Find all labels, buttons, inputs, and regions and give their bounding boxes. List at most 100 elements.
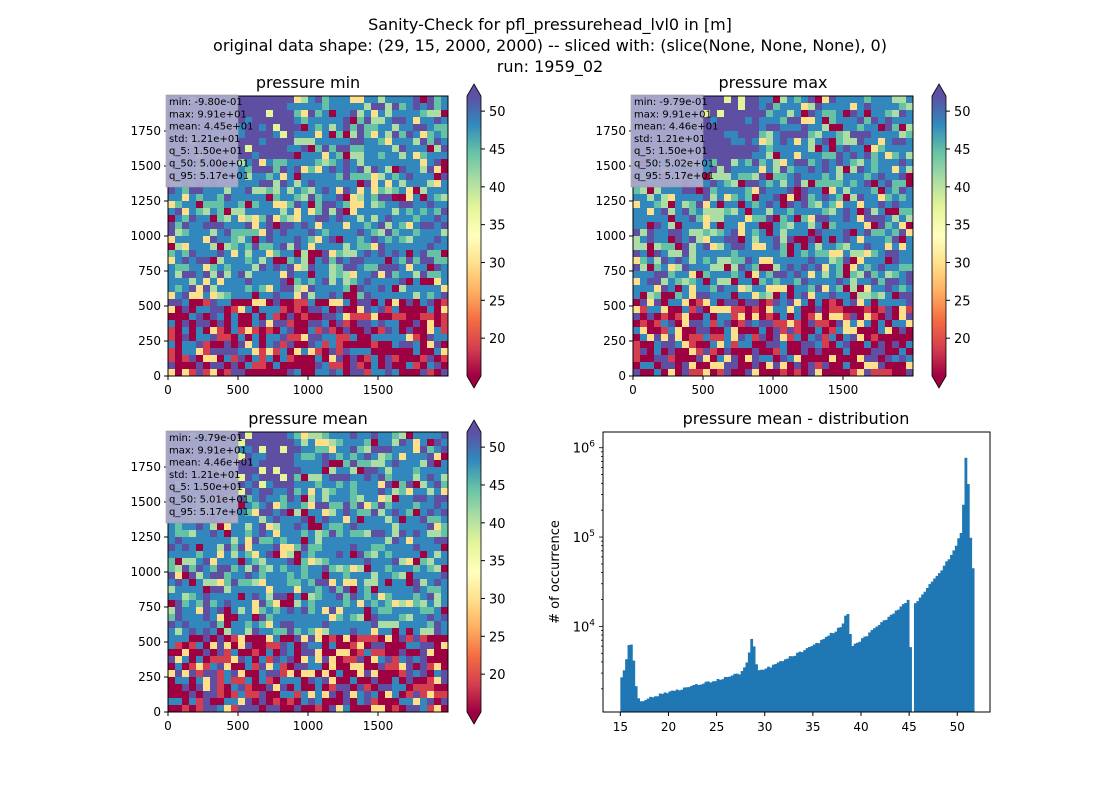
y-tick-label: 500	[138, 635, 161, 649]
histogram-frame	[602, 431, 991, 713]
histogram-y-tick-label: 106	[573, 440, 596, 457]
histogram-bar	[839, 627, 843, 712]
y-tick-label: 1750	[130, 124, 161, 138]
histogram-bar	[803, 650, 807, 712]
stats-line: q_5: 1.50e+01	[634, 146, 708, 157]
histogram-bar	[827, 635, 831, 712]
histogram-bar	[971, 568, 975, 712]
x-tick-label: 0	[164, 719, 172, 733]
histogram-bar	[892, 613, 896, 712]
histogram-bar	[781, 661, 785, 712]
histogram-bar	[812, 644, 816, 712]
y-tick-label: 1000	[130, 229, 161, 243]
stats-line: q_95: 5.17e+01	[169, 171, 249, 182]
y-tick-label: 750	[603, 264, 626, 278]
histogram-bar	[858, 641, 862, 712]
figure-title-line2: original data shape: (29, 15, 2000, 2000…	[213, 36, 887, 55]
histogram-bar	[796, 652, 799, 712]
colorbar-extend-max	[932, 84, 946, 96]
histogram-bar	[786, 658, 790, 712]
histogram-bar	[697, 685, 701, 712]
histogram-bar	[800, 652, 804, 712]
histogram-bar	[841, 623, 845, 712]
histogram-bar	[673, 690, 677, 712]
histogram-bar	[959, 532, 963, 712]
stats-line: mean: 4.45e+01	[169, 122, 253, 133]
stats-line: std: 1.21e+01	[169, 134, 241, 145]
colorbar-tick-label: 45	[489, 143, 506, 158]
histogram-bar	[899, 606, 903, 712]
colorbar: 20 25 30 35 40 45 50	[931, 83, 971, 389]
y-tick-label: 250	[138, 334, 161, 348]
histogram-bar	[952, 550, 956, 712]
histogram-bar	[719, 679, 722, 712]
y-tick-label: 1750	[595, 124, 626, 138]
y-tick-label: 1500	[130, 159, 161, 173]
y-tick-label: 0	[618, 369, 626, 383]
histogram-bar	[637, 698, 640, 712]
colorbar-tick-label: 35	[954, 219, 971, 234]
colorbar-tick-label: 50	[489, 441, 506, 456]
y-tick-label: 500	[138, 299, 161, 313]
histogram-x-axis: 15 20 25 30 35 40 45 50	[613, 712, 965, 734]
histogram-bar	[723, 676, 727, 712]
histogram-bar	[769, 667, 773, 712]
histogram-bar	[682, 687, 686, 712]
histogram-bar	[904, 602, 908, 712]
histogram-bar	[721, 679, 725, 712]
histogram-bar	[661, 693, 665, 712]
histogram-bar	[733, 673, 737, 712]
histogram-bar	[740, 671, 744, 712]
histogram-bar	[851, 645, 855, 712]
histogram-bar	[950, 554, 953, 712]
stats-line: q_50: 5.01e+01	[169, 495, 249, 506]
histogram-bar	[649, 696, 653, 712]
heatmap-title: pressure max	[718, 73, 827, 92]
colorbar-tick-label: 25	[489, 630, 506, 645]
histogram-bar	[750, 638, 754, 712]
histogram-ylabel: # of occurrence	[548, 520, 563, 624]
histogram-bar	[771, 664, 775, 712]
heatmap-title: pressure min	[256, 73, 360, 92]
stats-box	[165, 430, 239, 524]
histogram-bar	[654, 696, 657, 712]
colorbar-extend-min	[467, 376, 481, 388]
histogram-bar	[817, 643, 821, 712]
histogram-bar	[639, 701, 643, 712]
y-tick-label: 1000	[595, 229, 626, 243]
histogram-bar	[901, 604, 905, 712]
histogram-bar	[675, 689, 679, 712]
histogram-bar	[909, 647, 912, 712]
histogram-bar	[755, 664, 758, 712]
histogram-bar	[793, 655, 797, 712]
histogram-bar	[764, 668, 768, 712]
histogram-bar	[836, 627, 840, 712]
stats-line: q_5: 1.50e+01	[169, 482, 243, 493]
histogram-bar	[906, 599, 910, 712]
y-tick-label: 1250	[130, 530, 161, 544]
histogram-bar	[738, 674, 742, 712]
histogram-bar	[808, 646, 811, 712]
histogram-bar	[810, 646, 814, 712]
histogram-x-tick-label: 50	[950, 720, 965, 734]
histogram-bar	[889, 614, 893, 712]
histogram-bar	[788, 656, 792, 712]
y-tick-label: 750	[138, 264, 161, 278]
histogram-bar	[885, 619, 888, 712]
histogram-bar	[947, 559, 951, 712]
histogram-x-tick-label: 35	[805, 720, 820, 734]
histogram-bar	[776, 662, 780, 712]
histogram-bar	[651, 697, 655, 712]
x-tick-label: 1500	[363, 383, 394, 397]
histogram-bar	[880, 622, 884, 712]
histogram-bar	[658, 693, 662, 712]
stats-line: std: 1.21e+01	[634, 134, 706, 145]
colorbar-tick-label: 25	[489, 294, 506, 309]
colorbar-tick-label: 40	[489, 181, 506, 196]
heatmap-panel: pressure mean 0 500 1000 1500 0 250 500 750 1000 1…	[130, 409, 505, 733]
histogram-y-tick-label: 105	[573, 529, 595, 546]
histogram-bar	[709, 682, 713, 712]
colorbar-tick-label: 35	[489, 219, 506, 234]
histogram-bar	[747, 652, 751, 712]
